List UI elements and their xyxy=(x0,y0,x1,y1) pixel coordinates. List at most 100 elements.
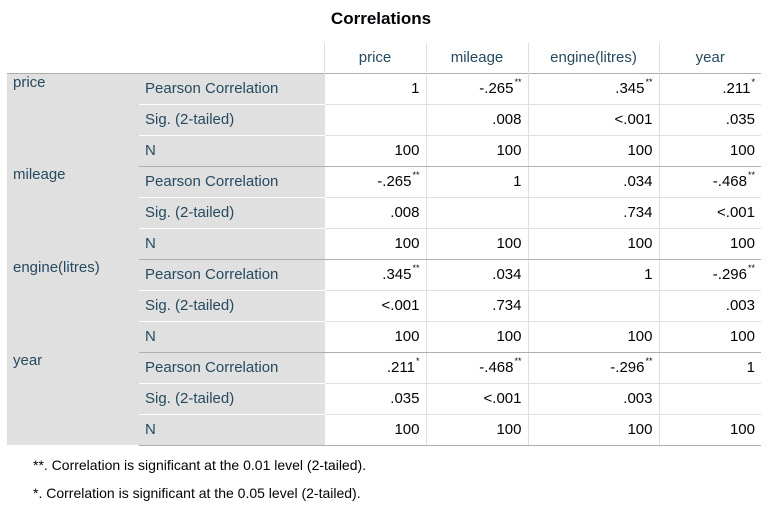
cell-value: -.468 xyxy=(479,359,514,376)
column-header: engine(litres) xyxy=(527,43,659,73)
statistic-label: N xyxy=(139,228,324,260)
table-row: Sig. (2-tailed) .008 <.001 .035 xyxy=(7,104,761,136)
value-cell: -.468** xyxy=(658,166,761,198)
value-cell xyxy=(658,383,761,415)
cell-value: 100 xyxy=(394,328,420,345)
value-cell: <.001 xyxy=(527,104,659,136)
cell-value: 100 xyxy=(496,142,522,159)
cell-value: .345 xyxy=(615,80,645,97)
value-cell: 100 xyxy=(527,228,659,260)
table-row: price Pearson Correlation 1 -.265** .345** .2… xyxy=(7,73,761,166)
row-variable-label: price xyxy=(7,73,139,166)
statistic-label: Sig. (2-tailed) xyxy=(139,104,324,136)
cell-value: <.001 xyxy=(717,204,755,221)
cell-value: 1 xyxy=(644,266,653,283)
row-variable-label: mileage xyxy=(7,166,139,259)
cell-value: -.468 xyxy=(712,173,747,190)
statistic-label: Pearson Correlation xyxy=(139,73,324,105)
value-cell: .034 xyxy=(425,259,528,291)
value-cell: 100 xyxy=(323,414,426,446)
value-cell: .035 xyxy=(658,104,761,136)
cell-value: 100 xyxy=(394,421,420,438)
value-cell xyxy=(323,104,426,136)
value-cell: 100 xyxy=(527,414,659,446)
cell-value: 100 xyxy=(394,235,420,252)
footnote-005: *. Correlation is significant at the 0.0… xyxy=(33,485,361,501)
header-blank-cell xyxy=(7,43,139,73)
value-cell: 100 xyxy=(658,321,761,353)
cell-value: <.001 xyxy=(381,297,420,314)
value-cell: 100 xyxy=(425,414,528,446)
cell-value: 100 xyxy=(496,328,522,345)
value-cell: .211* xyxy=(323,352,426,384)
footnote-001: **. Correlation is significant at the 0.… xyxy=(33,457,367,473)
header-blank-cell xyxy=(139,43,324,73)
cell-value: 100 xyxy=(729,235,755,252)
value-cell: .003 xyxy=(658,290,761,322)
significance-marker: * xyxy=(751,77,755,87)
cell-value: .008 xyxy=(492,111,522,128)
cell-value: 100 xyxy=(627,235,653,252)
value-cell: .008 xyxy=(323,197,426,229)
statistic-label: N xyxy=(139,414,324,446)
value-cell: 100 xyxy=(658,228,761,260)
statistic-label: Pearson Correlation xyxy=(139,352,324,384)
value-cell: 1 xyxy=(658,352,761,384)
table-row: N 100 100 100 100 xyxy=(7,321,761,353)
table-row: Sig. (2-tailed) .035 <.001 .003 xyxy=(7,383,761,415)
value-cell: -.296** xyxy=(658,259,761,291)
column-header: year xyxy=(658,43,761,73)
row-variable-label: engine(litres) xyxy=(7,259,139,352)
value-cell: .345** xyxy=(527,73,659,105)
significance-marker: ** xyxy=(747,170,755,180)
cell-value: -.296 xyxy=(712,266,747,283)
value-cell: .003 xyxy=(527,383,659,415)
cell-value: .035 xyxy=(390,390,420,407)
cell-value: 100 xyxy=(627,142,653,159)
value-cell: -.468** xyxy=(425,352,528,384)
value-cell: 100 xyxy=(425,228,528,260)
statistic-label: Pearson Correlation xyxy=(139,166,324,198)
table-row: N 100 100 100 100 xyxy=(7,135,761,167)
value-cell: <.001 xyxy=(658,197,761,229)
cell-value: 1 xyxy=(746,359,755,376)
value-cell: .034 xyxy=(527,166,659,198)
column-header: price xyxy=(323,43,426,73)
cell-value: .211 xyxy=(386,359,415,376)
cell-value: .008 xyxy=(390,204,420,221)
value-cell: 1 xyxy=(527,259,659,291)
cell-value: .034 xyxy=(492,266,522,283)
statistic-label: N xyxy=(139,321,324,353)
value-cell: -.265** xyxy=(425,73,528,105)
cell-value: 100 xyxy=(496,421,522,438)
table-row: N 100 100 100 100 xyxy=(7,228,761,260)
value-cell: 100 xyxy=(323,321,426,353)
value-cell: 100 xyxy=(658,414,761,446)
cell-value: 100 xyxy=(627,421,653,438)
cell-value: -.265 xyxy=(479,80,514,97)
table-row: N 100 100 100 100 xyxy=(7,414,761,446)
value-cell: 100 xyxy=(425,321,528,353)
value-cell xyxy=(425,197,528,229)
value-cell: 100 xyxy=(658,135,761,167)
cell-value: 100 xyxy=(627,328,653,345)
table-row: year Pearson Correlation .211* -.468** -.296… xyxy=(7,352,761,445)
row-variable-label: year xyxy=(7,352,139,445)
cell-value: 1 xyxy=(513,173,522,190)
cell-value: 100 xyxy=(496,235,522,252)
cell-value: <.001 xyxy=(614,111,653,128)
cell-value: .034 xyxy=(623,173,653,190)
cell-value: 1 xyxy=(411,80,420,97)
value-cell: 100 xyxy=(425,135,528,167)
significance-marker: ** xyxy=(645,356,653,366)
table-row: mileage Pearson Correlation -.265** 1.034 -.… xyxy=(7,166,761,259)
statistic-label: N xyxy=(139,135,324,167)
value-cell: .734 xyxy=(527,197,659,229)
value-cell: .734 xyxy=(425,290,528,322)
table-row: Sig. (2-tailed) <.001 .734 .003 xyxy=(7,290,761,322)
statistic-label: Sig. (2-tailed) xyxy=(139,383,324,415)
cell-value: .734 xyxy=(623,204,653,221)
header-row: price mileage engine(litres) year xyxy=(7,43,761,73)
cell-value: 100 xyxy=(729,421,755,438)
cell-value: 100 xyxy=(729,328,755,345)
